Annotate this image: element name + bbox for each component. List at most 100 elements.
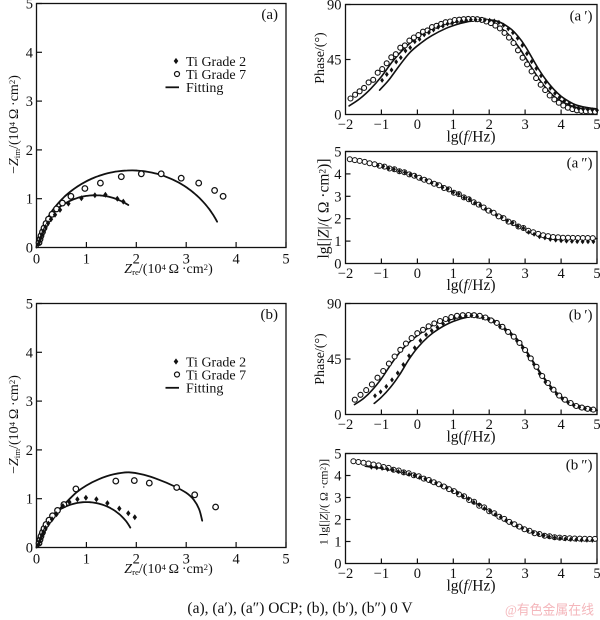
svg-text:5: 5 (593, 566, 600, 582)
svg-text:lg(f/Hz): lg(f/Hz) (446, 129, 495, 146)
svg-text:(a), (a′), (a″) OCP; (b), (b′): (a), (a′), (a″) OCP; (b), (b′), (b″) 0 V (187, 600, 413, 617)
svg-text:Ti Grade 7: Ti Grade 7 (186, 68, 246, 83)
svg-text:4: 4 (557, 266, 565, 282)
svg-text:5: 5 (334, 145, 341, 161)
svg-text:0: 0 (334, 257, 341, 273)
svg-text:1: 1 (450, 417, 457, 433)
svg-text:5: 5 (282, 252, 289, 268)
svg-text:lg(f/Hz): lg(f/Hz) (446, 578, 495, 595)
svg-text:2: 2 (334, 513, 341, 529)
svg-text:3: 3 (521, 266, 528, 282)
svg-text:0: 0 (414, 266, 421, 282)
svg-text:3: 3 (183, 552, 190, 568)
svg-text:5: 5 (26, 297, 33, 313)
svg-text:5: 5 (593, 417, 600, 433)
svg-text:5: 5 (334, 447, 341, 463)
svg-text:4: 4 (334, 469, 342, 485)
svg-text:(b ″): (b ″) (566, 458, 593, 474)
svg-text:3: 3 (183, 252, 190, 268)
svg-text:(a): (a) (261, 7, 278, 23)
svg-text:Fitting: Fitting (186, 81, 223, 96)
svg-text:(a ″): (a ″) (567, 156, 593, 172)
svg-text:1: 1 (26, 192, 33, 208)
svg-text:lg(f/Hz): lg(f/Hz) (446, 429, 495, 446)
svg-text:1: 1 (334, 234, 341, 250)
svg-text:Ti Grade 7: Ti Grade 7 (186, 368, 246, 383)
svg-text:−1: −1 (374, 566, 389, 582)
svg-text:0: 0 (414, 117, 421, 133)
svg-text:1 lg[|Z|/( Ω ·cm2)]: 1 lg[|Z|/( Ω ·cm2)] (317, 459, 331, 545)
svg-text:4: 4 (232, 252, 240, 268)
svg-text:Phase/(°): Phase/(°) (313, 32, 328, 84)
svg-text:1: 1 (26, 492, 33, 508)
svg-text:Fitting: Fitting (186, 382, 223, 397)
svg-text:Ti Grade 2: Ti Grade 2 (186, 55, 246, 70)
svg-text:1: 1 (450, 566, 457, 582)
svg-text:4: 4 (557, 117, 565, 133)
svg-text:5: 5 (282, 552, 289, 568)
svg-text:Zre/(104 Ω ·cm2): Zre/(104 Ω ·cm2) (124, 562, 213, 577)
svg-text:3: 3 (26, 94, 33, 110)
svg-text:3: 3 (521, 417, 528, 433)
svg-text:1: 1 (334, 535, 341, 551)
svg-text:0: 0 (26, 541, 33, 557)
svg-text:2: 2 (334, 212, 341, 228)
svg-text:−2: −2 (338, 566, 353, 582)
svg-text:1: 1 (450, 117, 457, 133)
svg-text:−1: −1 (374, 417, 389, 433)
svg-text:2: 2 (486, 266, 493, 282)
svg-text:4: 4 (26, 345, 34, 361)
svg-text:lg[|Z|/( Ω ·cm2)]: lg[|Z|/( Ω ·cm2)] (316, 159, 333, 259)
svg-text:−1: −1 (374, 117, 389, 133)
svg-text:3: 3 (521, 117, 528, 133)
svg-text:1: 1 (83, 252, 90, 268)
svg-text:4: 4 (557, 566, 565, 582)
svg-text:(b ′): (b ′) (569, 308, 593, 324)
svg-text:(b): (b) (261, 307, 279, 323)
svg-text:5: 5 (593, 266, 600, 282)
svg-text:(a ′): (a ′) (570, 9, 593, 25)
svg-text:2: 2 (486, 566, 493, 582)
svg-text:0: 0 (414, 417, 421, 433)
svg-text:−Zim/(104 Ω ·cm2): −Zim/(104 Ω ·cm2) (7, 375, 22, 474)
svg-text:4: 4 (232, 552, 240, 568)
svg-text:5: 5 (26, 0, 33, 13)
svg-text:2: 2 (26, 143, 33, 159)
svg-text:1: 1 (83, 552, 90, 568)
svg-text:0: 0 (414, 566, 421, 582)
svg-text:−2: −2 (338, 266, 353, 282)
svg-text:90: 90 (327, 297, 342, 313)
svg-text:4: 4 (26, 45, 34, 61)
svg-text:−2: −2 (338, 417, 353, 433)
svg-text:0: 0 (26, 241, 33, 257)
svg-text:3: 3 (521, 566, 528, 582)
svg-text:1: 1 (450, 266, 457, 282)
svg-text:0: 0 (33, 552, 40, 568)
svg-text:4: 4 (334, 167, 342, 183)
svg-text:3: 3 (334, 491, 341, 507)
svg-text:2: 2 (26, 443, 33, 459)
svg-text:45: 45 (327, 352, 342, 368)
svg-text:5: 5 (593, 117, 600, 133)
svg-text:45: 45 (327, 53, 342, 69)
svg-text:Phase/(°): Phase/(°) (313, 333, 328, 385)
svg-text:2: 2 (133, 252, 140, 268)
svg-text:90: 90 (327, 0, 342, 14)
svg-text:2: 2 (486, 117, 493, 133)
svg-text:2: 2 (486, 417, 493, 433)
svg-text:0: 0 (334, 408, 341, 424)
svg-text:3: 3 (26, 394, 33, 410)
svg-text:0: 0 (33, 252, 40, 268)
svg-text:−1: −1 (374, 266, 389, 282)
svg-text:0: 0 (334, 557, 341, 573)
svg-text:Zre/(104 Ω ·cm2): Zre/(104 Ω ·cm2) (124, 262, 213, 277)
svg-text:−2: −2 (338, 117, 353, 133)
svg-text:4: 4 (557, 417, 565, 433)
svg-text:2: 2 (133, 552, 140, 568)
svg-text:0: 0 (334, 108, 341, 124)
svg-text:Ti Grade 2: Ti Grade 2 (186, 355, 246, 370)
svg-text:−Zim/(104 Ω ·cm2): −Zim/(104 Ω ·cm2) (7, 75, 22, 174)
svg-text:3: 3 (334, 189, 341, 205)
svg-text:lg(f/Hz): lg(f/Hz) (446, 277, 495, 294)
svg-text:@有色金属在线: @有色金属在线 (505, 602, 594, 618)
